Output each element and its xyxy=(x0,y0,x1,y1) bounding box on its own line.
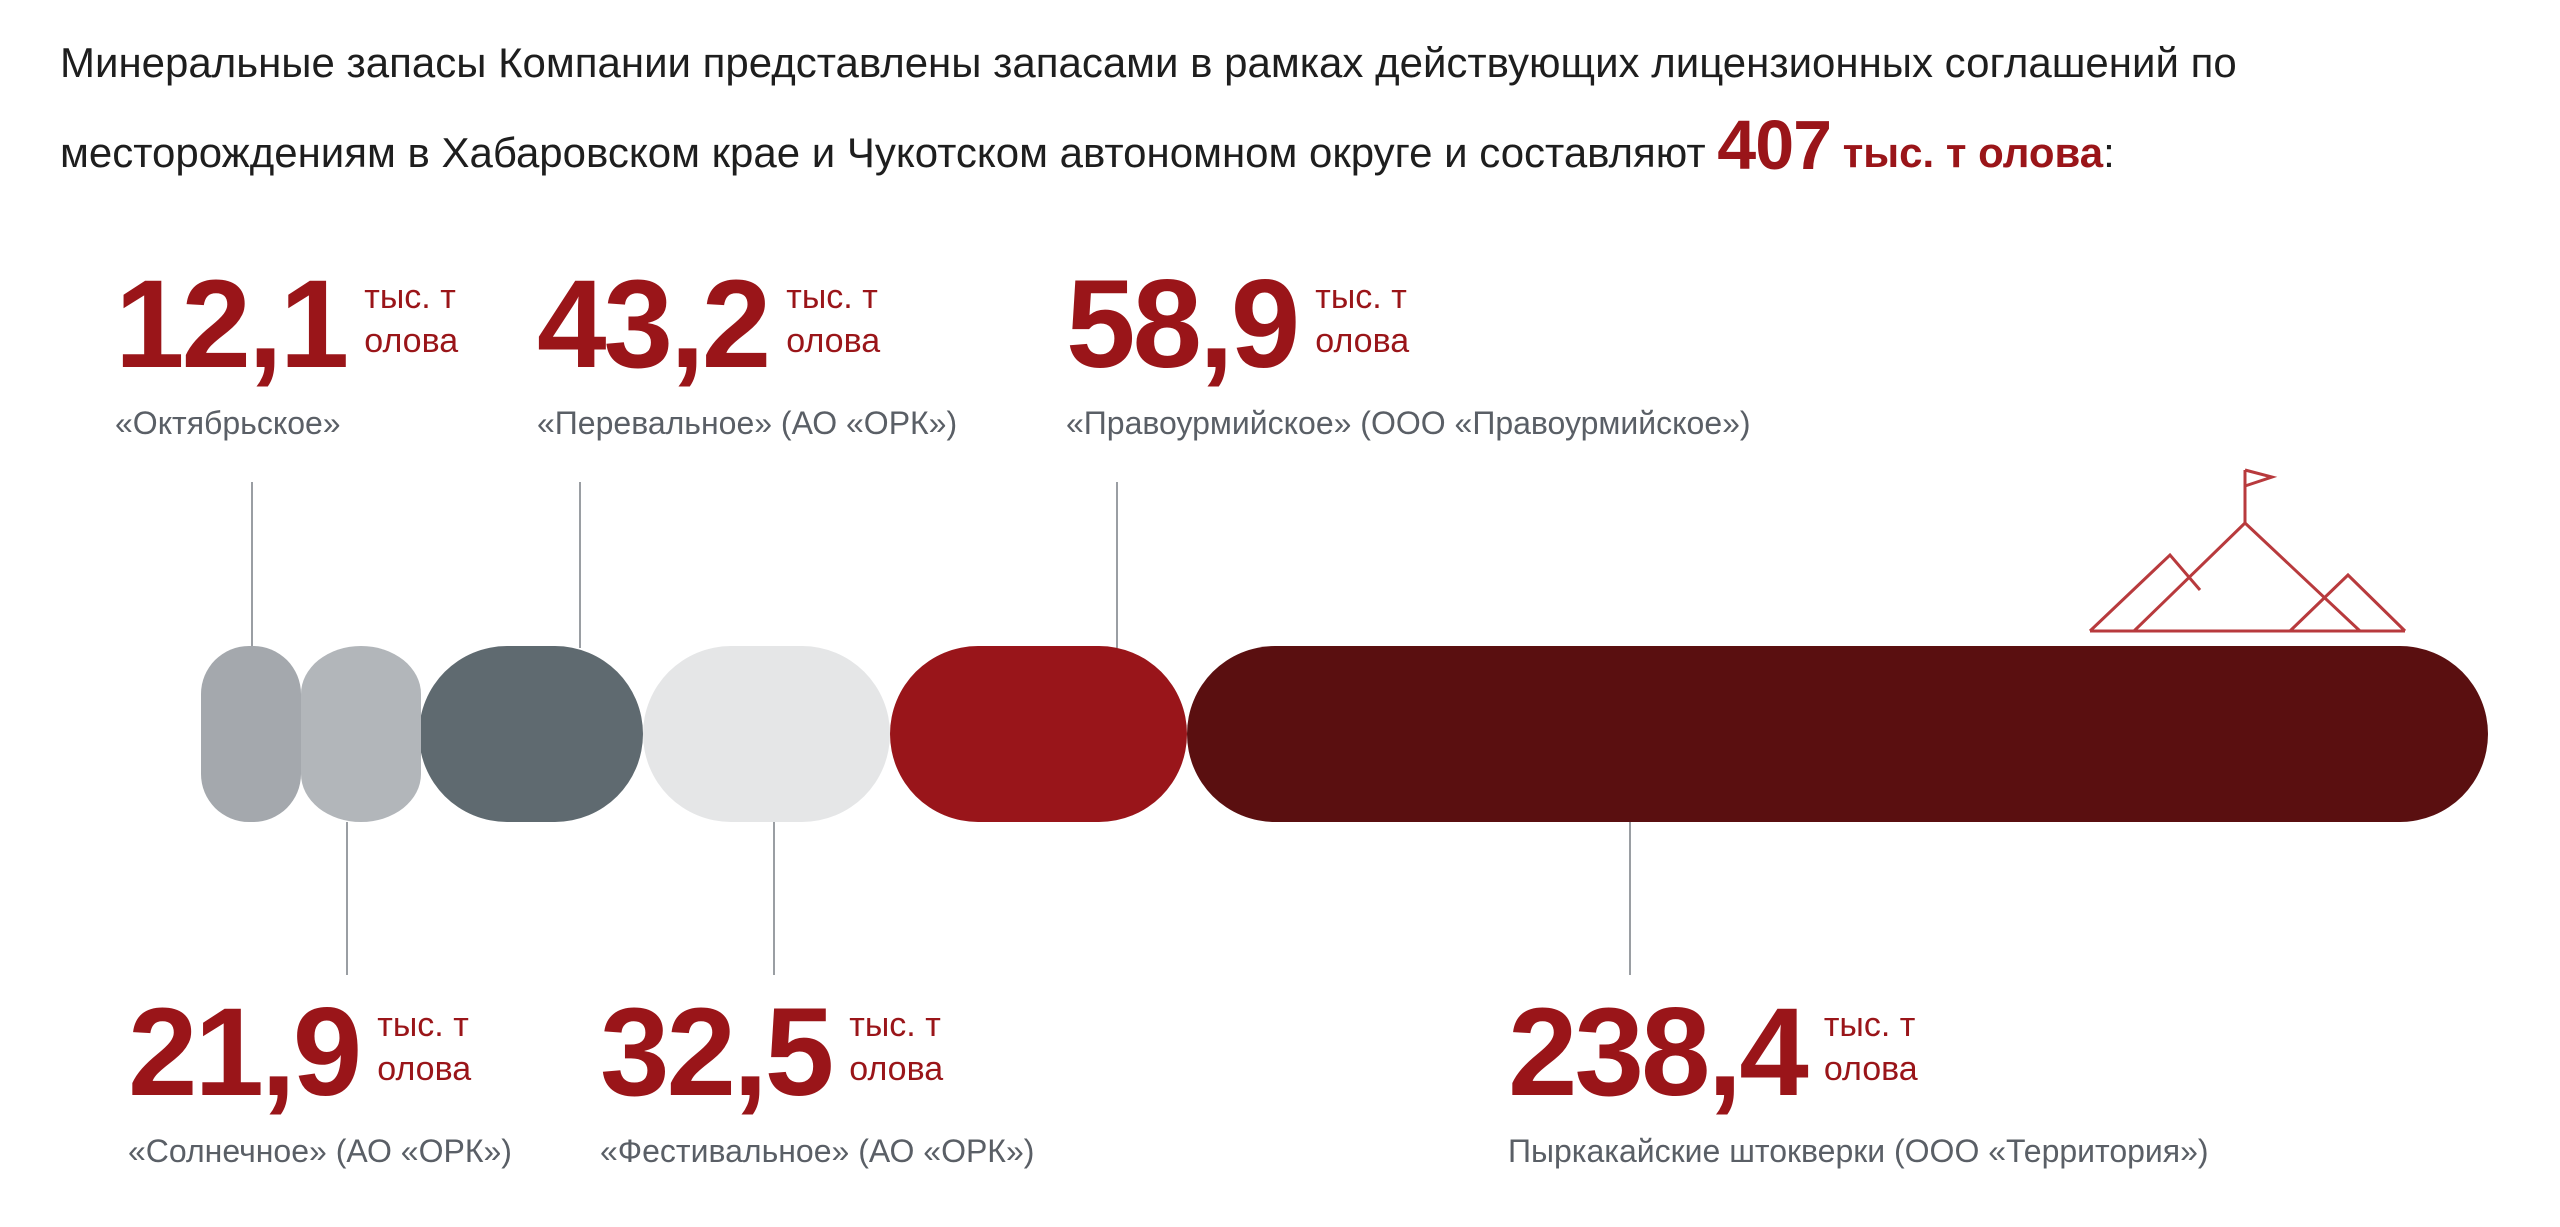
unit-label: тыс. т олова xyxy=(1823,1006,1918,1088)
intro-text: Минеральные запасы Компании представлены… xyxy=(60,22,2500,194)
intro-line-2-end: : xyxy=(2103,129,2115,176)
bar-segment xyxy=(890,646,1187,822)
unit-label: тыс. т олова xyxy=(786,278,881,360)
value-label: 58,9 xyxy=(1066,255,1300,394)
total-unit: тыс. т олова xyxy=(1831,129,2104,176)
value-label: 43,2 xyxy=(537,255,771,394)
value-label: 32,5 xyxy=(600,983,834,1122)
value-label: 238,4 xyxy=(1508,983,1809,1122)
data-label: 58,9 тыс. т олова «Правоурмийское» (ООО «П… xyxy=(1066,262,1751,443)
unit-label: тыс. т олова xyxy=(849,1006,944,1088)
value-label: 12,1 xyxy=(115,255,349,394)
bar-segment xyxy=(419,646,643,822)
category-label: «Октябрьское» xyxy=(115,405,341,441)
bar-segment xyxy=(301,646,421,822)
category-label: Пыркакайские штокверки (ООО «Территория»… xyxy=(1508,1133,2209,1169)
total-value: 407 xyxy=(1717,106,1832,184)
category-label: «Солнечное» (АО «ОРК») xyxy=(128,1133,512,1169)
category-label: «Фестивальное» (АО «ОРК») xyxy=(600,1133,1035,1169)
unit-label: тыс. т олова xyxy=(377,1006,472,1088)
bar-segment xyxy=(201,646,301,822)
unit-label: тыс. т олова xyxy=(364,278,459,360)
intro-line-1: Минеральные запасы Компании представлены… xyxy=(60,39,2237,86)
bar-segment xyxy=(643,646,890,822)
intro-line-2: месторождениям в Хабаровском крае и Чуко… xyxy=(60,129,1718,176)
mountain-flag-icon xyxy=(2088,468,2407,633)
value-label: 21,9 xyxy=(128,983,362,1122)
data-label: 32,5 тыс. т олова «Фестивальное» (АО «ОРК»… xyxy=(600,990,1034,1171)
category-label: «Перевальное» (АО «ОРК») xyxy=(537,405,958,441)
data-label: 12,1 тыс. т олова «Октябрьское» xyxy=(115,262,514,443)
bar-segment xyxy=(1187,646,2488,822)
category-label: «Правоурмийское» (ООО «Правоурмийское») xyxy=(1066,405,1751,441)
data-label: 21,9 тыс. т олова «Солнечное» (АО «ОРК») xyxy=(128,990,527,1171)
data-label: 43,2 тыс. т олова «Перевальное» (АО «ОРК») xyxy=(537,262,957,443)
data-label: 238,4 тыс. т олова Пыркакайские штокверки … xyxy=(1508,990,2209,1171)
unit-label: тыс. т олова xyxy=(1315,278,1410,360)
